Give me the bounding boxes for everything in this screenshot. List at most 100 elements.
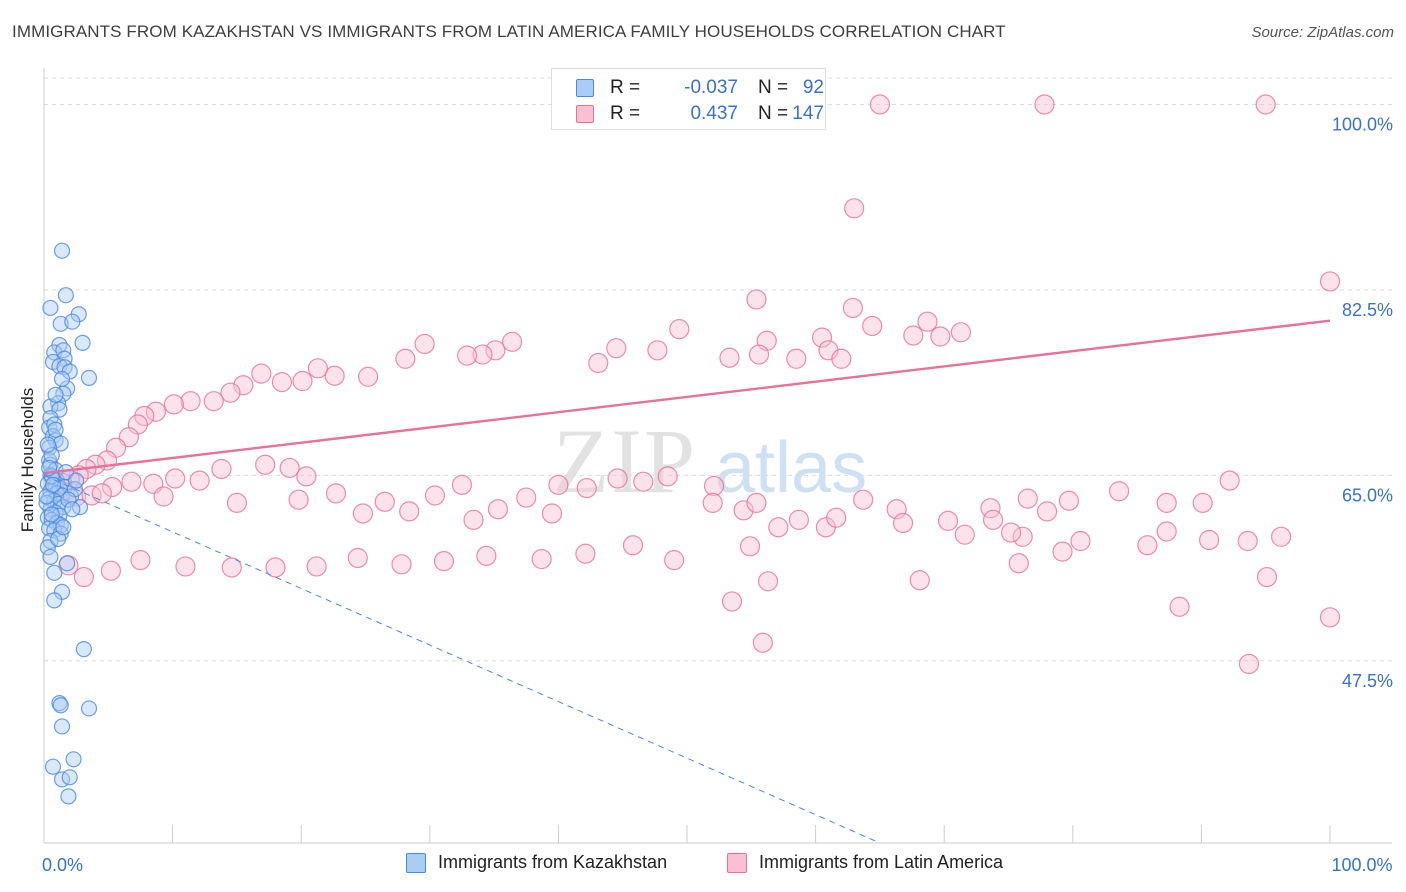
data-point [531,548,552,570]
data-point [61,769,78,786]
legend-label-kazakhstan: Immigrants from Kazakhstan [438,852,668,872]
data-point [391,554,412,575]
data-point [1237,530,1258,552]
data-point [811,327,833,348]
y-tick-label: 65.0% [1342,485,1393,505]
data-point [1255,94,1276,115]
data-point [1238,653,1260,675]
tick-labels: 47.5% 65.0% 82.5% 100.0% 0.0% 100.0% [42,114,1393,875]
data-point [954,524,975,545]
data-point [1012,526,1033,547]
data-point [121,471,142,492]
data-point [950,322,972,343]
data-point [292,370,313,392]
data-point [746,492,767,513]
data-point [1156,492,1177,513]
legend-r-label: R = [610,77,641,98]
data-point [130,549,151,571]
data-point [721,591,743,612]
data-point [1017,488,1038,509]
legend-n-value: 147 [792,103,824,124]
data-point [451,474,473,495]
data-point [255,454,276,475]
data-point [43,506,60,523]
legend-swatch-latin-america [727,853,747,873]
data-point [733,500,754,521]
data-point [64,501,81,518]
data-point [265,557,286,578]
source-credit: Source: ZipAtlas.com [1251,24,1394,41]
data-point [75,641,92,658]
data-point [73,566,94,588]
series-latin-america [45,94,1341,675]
data-point [937,510,959,531]
data-point [53,242,71,259]
x-tick-label: 0.0% [42,855,83,875]
data-point [456,345,478,366]
data-point [352,503,374,524]
y-tick-label: 100.0% [1332,114,1393,134]
data-point [296,466,317,487]
data-point [395,348,416,369]
data-point [347,547,368,569]
data-point [43,447,60,464]
data-point [1256,566,1278,588]
data-point [233,375,254,396]
data-point [325,483,347,504]
data-point [1036,501,1058,522]
data-point [842,297,863,319]
data-point [633,471,654,492]
data-point [702,492,723,513]
data-point [607,468,628,489]
data-point [606,338,627,359]
y-axis-label: Family Households [18,387,37,533]
data-point [1034,94,1055,115]
data-point [53,370,71,388]
data-point [826,507,847,528]
data-point [664,549,685,571]
data-point [51,358,68,375]
data-point [64,313,81,330]
data-point [669,319,690,340]
legend-swatch-kazakhstan [406,853,426,873]
data-point [917,311,938,332]
data-point [46,416,63,433]
data-point [502,331,523,352]
data-point [516,487,537,508]
watermark-atlas: atlas [715,428,867,508]
data-point [102,476,123,498]
data-point [46,564,63,581]
legend-n-value: 92 [802,77,824,98]
data-point [1052,541,1073,562]
data-point [1169,596,1190,617]
data-point [271,371,293,393]
data-point [831,348,852,369]
data-point [357,366,379,387]
data-point [746,289,767,310]
legend-label-latin-america: Immigrants from Latin America [759,852,1004,872]
data-point [476,545,497,566]
data-point [576,477,597,499]
data-point [982,509,1004,530]
data-point [145,401,166,422]
data-point [748,344,770,365]
data-point [165,468,186,489]
trend-layer [43,319,1331,844]
correlation-legend: R = -0.037 N = 92 R = 0.437 N = 147 [551,68,826,130]
data-point [1000,522,1022,543]
data-point [869,94,891,115]
data-point [46,592,63,609]
data-point [1271,526,1292,547]
data-point [752,632,773,653]
data-point [1058,490,1080,511]
data-point [786,348,807,369]
data-point [1156,521,1177,542]
data-point [42,299,59,317]
x-tick-label: 100.0% [1331,855,1392,875]
data-point [622,535,644,556]
data-point [541,503,563,524]
data-point [100,560,121,581]
watermark-zip: ZIP [553,410,697,512]
grid-lines [44,77,1392,662]
data-point [657,466,678,487]
